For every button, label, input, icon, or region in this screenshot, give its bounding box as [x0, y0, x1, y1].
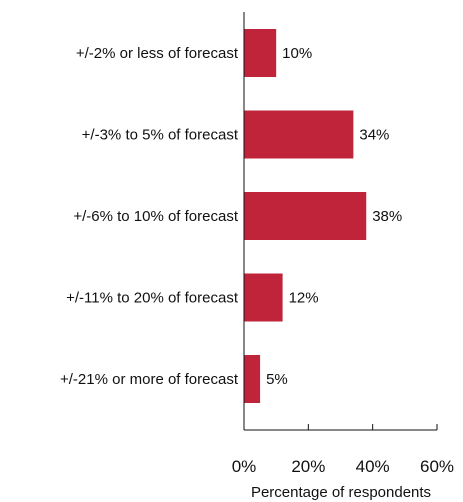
x-tick-label: 60% [420, 457, 454, 476]
category-label: +/-2% or less of forecast [76, 45, 239, 62]
bar [244, 355, 261, 403]
value-label: 12% [289, 290, 319, 307]
bar [244, 273, 283, 322]
x-axis-ticks: 0% 20% 40% 60% [232, 424, 454, 476]
category-label: +/-21% or more of forecast [60, 371, 239, 388]
x-axis-title: Percentage of respondents [251, 484, 431, 501]
bar [244, 29, 277, 77]
value-label: 10% [282, 45, 312, 62]
category-label: +/-11% to 20% of forecast [66, 290, 239, 307]
bar [244, 192, 367, 240]
bar [244, 110, 354, 159]
bars-layer [244, 29, 367, 403]
value-label: 38% [372, 208, 402, 225]
x-tick-label: 40% [356, 457, 390, 476]
x-tick-label: 0% [232, 457, 257, 476]
value-label: 5% [266, 371, 288, 388]
value-label: 34% [359, 127, 389, 144]
labels-layer: +/-2% or less of forecast 10% +/-3% to 5% … [60, 45, 402, 388]
category-label: +/-3% to 5% of forecast [82, 127, 239, 144]
x-tick-label: 20% [291, 457, 325, 476]
category-label: +/-6% to 10% of forecast [73, 208, 239, 225]
